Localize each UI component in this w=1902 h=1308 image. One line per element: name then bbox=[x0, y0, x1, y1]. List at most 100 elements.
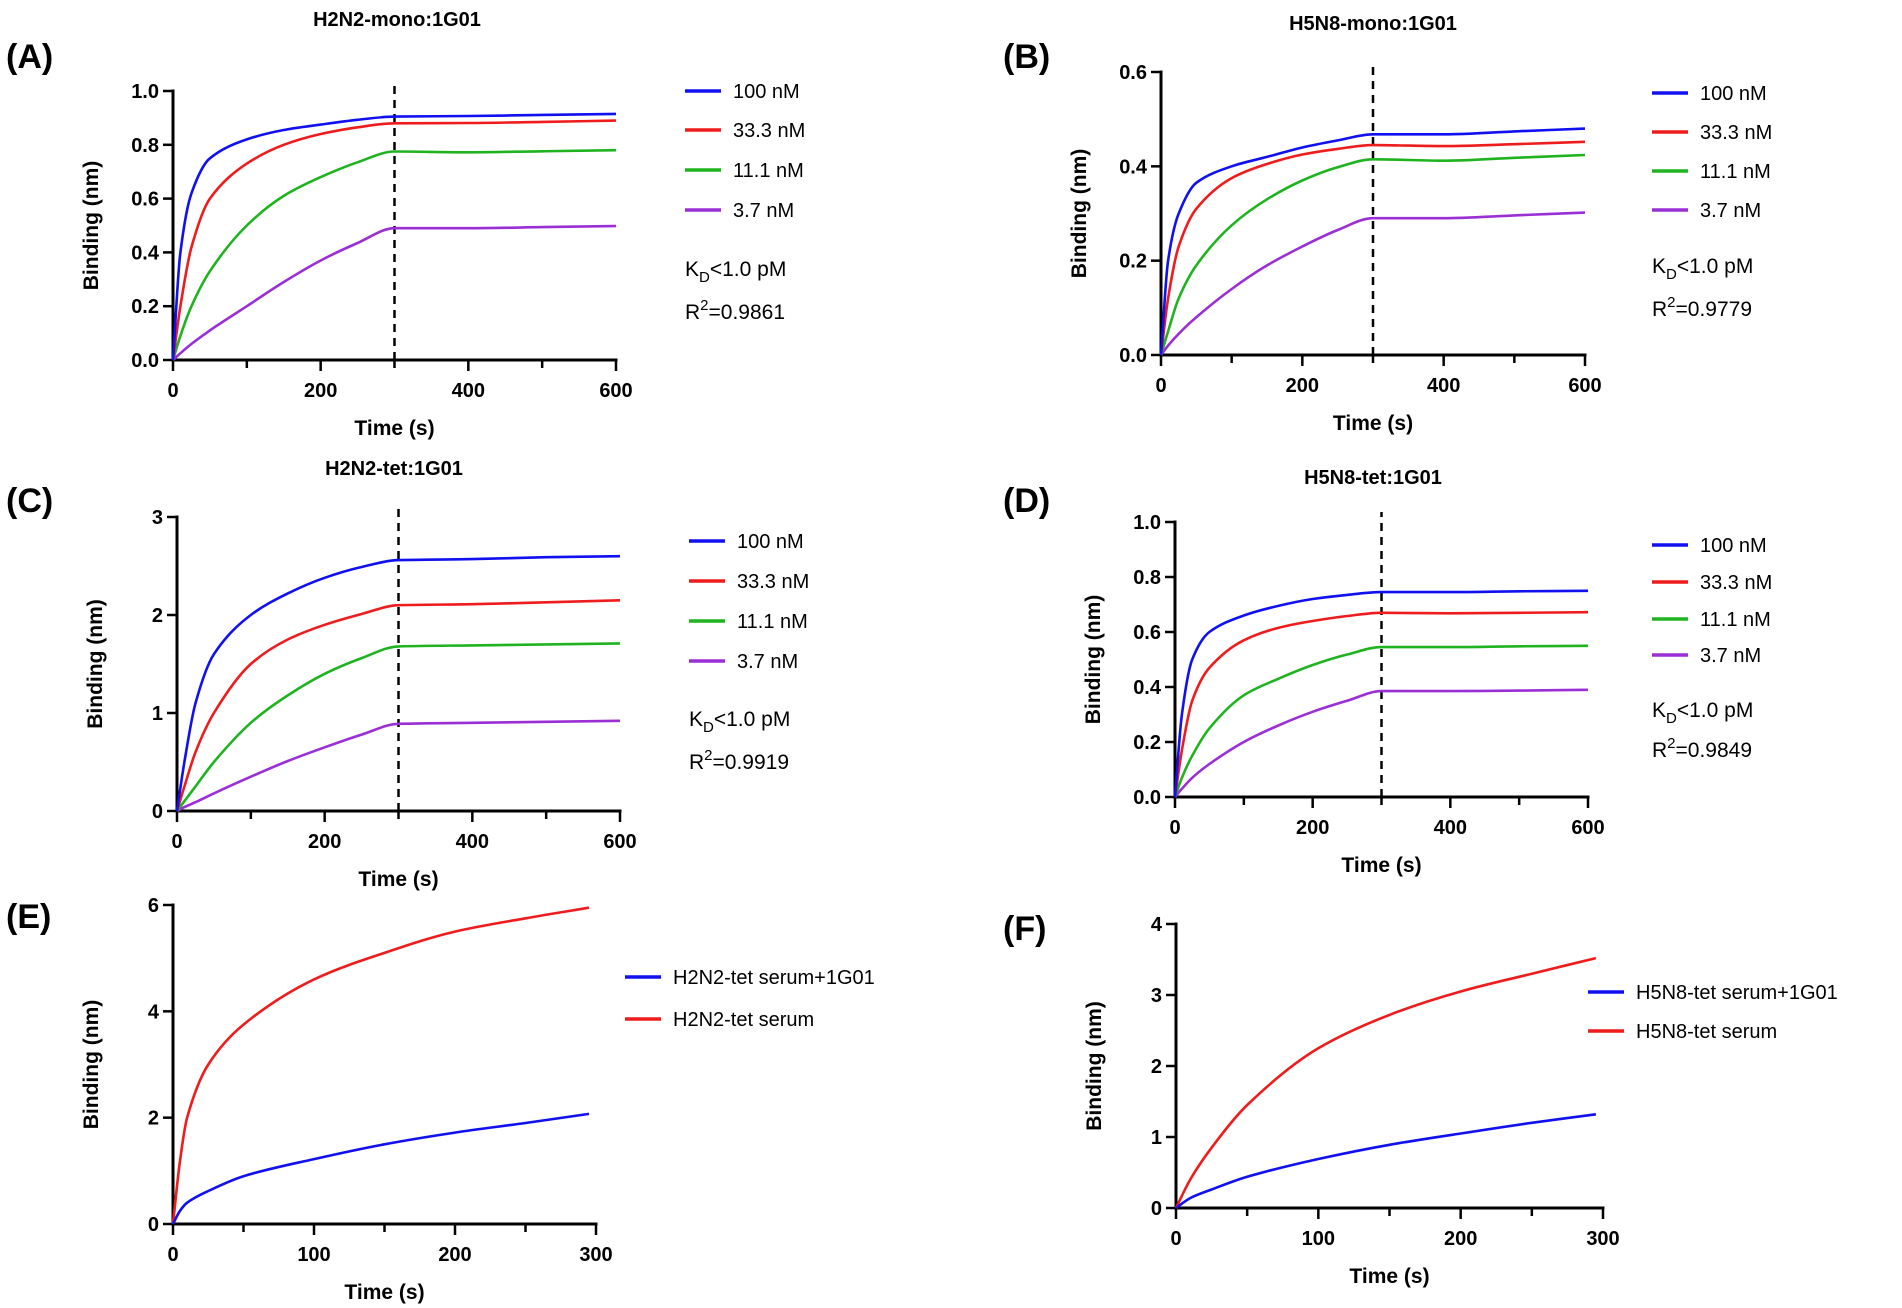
y-tick-label: 4 bbox=[148, 1001, 160, 1023]
series-line-h2n2-tet-serum bbox=[171, 906, 590, 1225]
r2-superscript: 2 bbox=[700, 297, 708, 314]
chart-title: H5N8-tet:1G01 bbox=[1304, 467, 1442, 489]
series-line-100-nm bbox=[175, 554, 621, 812]
x-axis-label: Time (s) bbox=[1349, 1265, 1429, 1288]
r2-symbol: R bbox=[689, 751, 704, 774]
legend-label: 3.7 nM bbox=[1700, 200, 1761, 222]
y-tick-label: 2 bbox=[1151, 1056, 1162, 1078]
legend-label: 100 nM bbox=[1700, 83, 1767, 105]
y-tick-label: 1.0 bbox=[131, 81, 159, 103]
x-axis-label: Time (s) bbox=[1333, 412, 1413, 435]
legend-label: 33.3 nM bbox=[1700, 122, 1772, 144]
r2-value: =0.9919 bbox=[713, 751, 790, 774]
r2-annotation: R2=0.9779 bbox=[1652, 294, 1752, 321]
r2-symbol: R bbox=[1652, 298, 1667, 321]
x-tick-label: 400 bbox=[456, 831, 489, 853]
x-tick-label: 600 bbox=[603, 831, 636, 853]
x-tick-label: 600 bbox=[1571, 817, 1604, 839]
legend-label: 11.1 nM bbox=[737, 611, 808, 633]
series-line-100-nm bbox=[1173, 589, 1589, 798]
series-line-h2n2-tet-serum-1g01 bbox=[171, 1112, 590, 1225]
y-tick-label: 0.0 bbox=[131, 350, 159, 372]
legend-label: 3.7 nM bbox=[737, 651, 798, 673]
legend-label: 100 nM bbox=[733, 81, 800, 103]
y-tick-label: 0.6 bbox=[1133, 622, 1161, 644]
kd-annotation: KD<1.0 pM bbox=[685, 258, 786, 286]
x-tick-label: 200 bbox=[438, 1244, 471, 1266]
x-axis-label: Time (s) bbox=[1341, 854, 1421, 877]
r2-value: =0.9779 bbox=[1676, 298, 1753, 321]
x-tick-label: 400 bbox=[1427, 375, 1460, 397]
legend-label: 100 nM bbox=[1700, 535, 1767, 557]
chart-title: H2N2-mono:1G01 bbox=[313, 9, 481, 31]
x-tick-label: 0 bbox=[1169, 817, 1180, 839]
kd-value: <1.0 pM bbox=[1677, 699, 1753, 722]
legend-label: H5N8-tet serum bbox=[1636, 1021, 1777, 1043]
y-tick-label: 6 bbox=[148, 895, 159, 917]
x-tick-label: 400 bbox=[1434, 817, 1467, 839]
series-line-h5n8-tet-serum-1g01 bbox=[1175, 1113, 1597, 1210]
series-line-h5n8-tet-serum bbox=[1174, 956, 1597, 1209]
y-tick-label: 0.4 bbox=[1119, 156, 1148, 178]
kd-subscript: D bbox=[1666, 710, 1677, 727]
y-tick-label: 1.0 bbox=[1133, 512, 1161, 534]
y-tick-label: 3 bbox=[152, 507, 163, 529]
kd-value: <1.0 pM bbox=[710, 258, 786, 281]
legend-label: H2N2-tet serum bbox=[673, 1009, 814, 1031]
y-axis-label: Binding (nm) bbox=[84, 599, 107, 728]
r2-annotation: R2=0.9919 bbox=[689, 747, 789, 774]
legend-label: 100 nM bbox=[737, 531, 804, 553]
y-tick-label: 0.4 bbox=[131, 242, 160, 264]
legend-label: 11.1 nM bbox=[1700, 609, 1771, 631]
legend-label: 11.1 nM bbox=[733, 160, 804, 182]
panel-c: (C) H2N2-tet:1G01 0 200 400 600 0 1 2 3 Time (s) Bi… bbox=[6, 458, 809, 891]
panel-label: (B) bbox=[1003, 38, 1050, 76]
chart-title: H2N2-tet:1G01 bbox=[325, 458, 463, 480]
y-tick-label: 0.4 bbox=[1133, 677, 1162, 699]
x-tick-label: 0 bbox=[167, 380, 178, 402]
panel-label: (C) bbox=[6, 482, 53, 520]
panel-e: (E) 0 100 200 300 0 2 4 6 Time (s) Binding (nm) H2N… bbox=[6, 895, 875, 1304]
legend-label: H5N8-tet serum+1G01 bbox=[1636, 982, 1838, 1004]
series-line-100-nm bbox=[171, 112, 617, 361]
series-line-3-7-nm bbox=[1174, 688, 1589, 798]
kd-symbol: K bbox=[689, 708, 703, 731]
y-tick-label: 2 bbox=[152, 605, 163, 627]
legend-label: 3.7 nM bbox=[733, 200, 794, 222]
panel-label: (A) bbox=[6, 38, 53, 76]
r2-symbol: R bbox=[685, 301, 700, 324]
series-line-3-7-nm bbox=[1159, 211, 1586, 356]
r2-superscript: 2 bbox=[704, 747, 712, 764]
series-line-11-1-nm bbox=[171, 148, 617, 361]
legend-label: 33.3 nM bbox=[1700, 572, 1772, 594]
x-axis-label: Time (s) bbox=[344, 1281, 424, 1304]
r2-superscript: 2 bbox=[1667, 735, 1675, 752]
y-axis-label: Binding (nm) bbox=[80, 161, 103, 290]
x-tick-label: 0 bbox=[171, 831, 182, 853]
y-tick-label: 0.6 bbox=[1119, 62, 1147, 84]
y-tick-label: 0.0 bbox=[1133, 787, 1161, 809]
series-line-33-3-nm bbox=[171, 119, 617, 361]
x-tick-label: 200 bbox=[304, 380, 337, 402]
x-tick-label: 300 bbox=[1586, 1228, 1619, 1250]
kd-subscript: D bbox=[1666, 266, 1677, 283]
r2-value: =0.9861 bbox=[709, 301, 786, 324]
x-tick-label: 200 bbox=[1286, 375, 1319, 397]
kd-subscript: D bbox=[703, 719, 714, 736]
series-line-11-1-nm bbox=[1159, 153, 1586, 356]
y-tick-label: 0.0 bbox=[1119, 345, 1147, 367]
x-tick-label: 200 bbox=[1444, 1228, 1477, 1250]
y-tick-label: 0.8 bbox=[131, 135, 159, 157]
panel-label: (D) bbox=[1003, 482, 1050, 520]
legend-label: 3.7 nM bbox=[1700, 645, 1761, 667]
series-line-3-7-nm bbox=[176, 719, 621, 813]
r2-superscript: 2 bbox=[1667, 294, 1675, 311]
x-tick-label: 200 bbox=[308, 831, 341, 853]
kd-value: <1.0 pM bbox=[714, 708, 790, 731]
panel-f: (F) 0 100 200 300 0 1 2 3 4 Time (s) Binding (nm) H5… bbox=[1003, 910, 1838, 1288]
chart-title: H5N8-mono:1G01 bbox=[1289, 13, 1457, 35]
x-tick-label: 400 bbox=[452, 380, 485, 402]
y-tick-label: 0.2 bbox=[1133, 732, 1161, 754]
x-tick-label: 0 bbox=[167, 1244, 178, 1266]
panel-label: (F) bbox=[1003, 910, 1046, 948]
